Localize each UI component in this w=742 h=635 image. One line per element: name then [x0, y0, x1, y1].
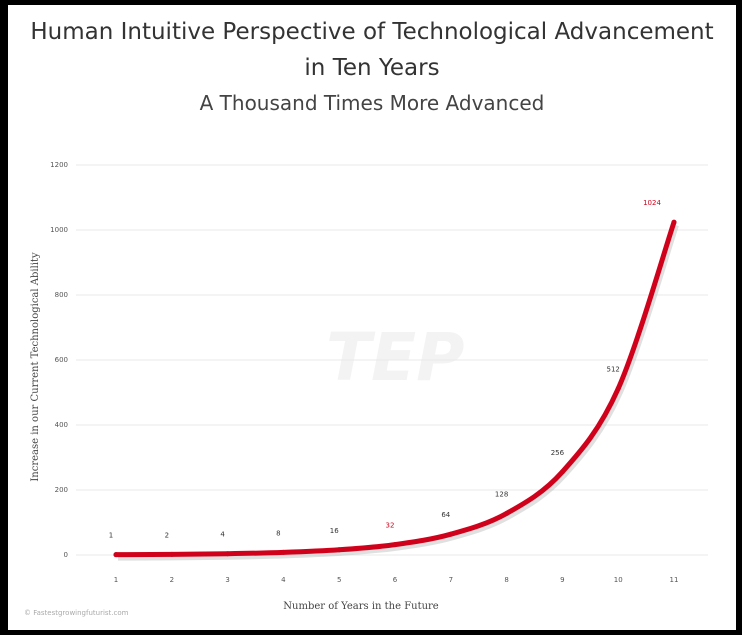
- y-tick-label: 0: [64, 551, 68, 559]
- x-tick-label: 5: [337, 576, 341, 584]
- data-label: 128: [495, 490, 508, 498]
- gridlines: [76, 164, 708, 556]
- data-point: [225, 551, 231, 557]
- x-tick-label: 2: [170, 576, 174, 584]
- y-axis-ticks: 0 200 400 600 800 1000 1200: [50, 161, 68, 559]
- chart-card: Human Intuitive Perspective of Technolog…: [8, 5, 736, 630]
- x-tick-label: 11: [670, 576, 679, 584]
- x-axis-ticks: 1 2 3 4 5 6 7 8 9 10 11: [114, 576, 679, 584]
- watermark: TEP: [326, 319, 464, 396]
- data-point: [448, 531, 454, 537]
- data-point: [504, 510, 510, 516]
- x-tick-label: 7: [449, 576, 453, 584]
- data-point: [336, 547, 342, 553]
- data-label: 1: [109, 532, 113, 540]
- y-tick-label: 400: [55, 421, 68, 429]
- y-tick-label: 600: [55, 356, 68, 364]
- x-axis-label: Number of Years in the Future: [283, 601, 439, 612]
- series-line-path: [113, 219, 677, 558]
- x-tick-label: 8: [504, 576, 508, 584]
- data-points: [113, 219, 677, 558]
- data-label: 64: [441, 511, 450, 519]
- x-tick-label: 9: [560, 576, 564, 584]
- data-label: 1024: [643, 199, 661, 207]
- data-label: 2: [165, 531, 169, 539]
- data-label: 16: [330, 527, 339, 535]
- data-point: [169, 551, 175, 557]
- x-tick-label: 1: [114, 576, 118, 584]
- x-tick-label: 3: [225, 576, 229, 584]
- chart-title-line2: in Ten Years: [304, 55, 440, 81]
- credit-text: © Fastestgrowingfuturist.com: [24, 609, 129, 617]
- y-tick-label: 800: [55, 291, 68, 299]
- data-point: [615, 386, 621, 392]
- data-label: 8: [276, 529, 280, 537]
- data-labels: 1 2 4 8 16 32 64 128 256 512 1024: [109, 199, 662, 539]
- y-axis-label: Increase in our Current Technological Ab…: [30, 252, 41, 482]
- data-label: 512: [607, 366, 620, 374]
- x-tick-label: 10: [614, 576, 623, 584]
- y-tick-label: 1200: [50, 161, 68, 169]
- series-line-shadow: [117, 224, 679, 561]
- chart-title-line1: Human Intuitive Perspective of Technolog…: [30, 19, 714, 45]
- data-point: [392, 542, 398, 548]
- data-label: 32: [386, 522, 395, 530]
- data-point: [559, 469, 565, 475]
- data-point: [671, 219, 677, 225]
- data-point: [280, 549, 286, 555]
- chart-subtitle: A Thousand Times More Advanced: [199, 91, 545, 115]
- y-tick-label: 200: [55, 486, 68, 494]
- series-line: [113, 219, 679, 561]
- data-label: 4: [220, 531, 225, 539]
- x-tick-label: 4: [281, 576, 286, 584]
- x-tick-label: 6: [393, 576, 398, 584]
- data-point: [113, 552, 119, 558]
- data-label: 256: [551, 449, 565, 457]
- y-tick-label: 1000: [50, 226, 68, 234]
